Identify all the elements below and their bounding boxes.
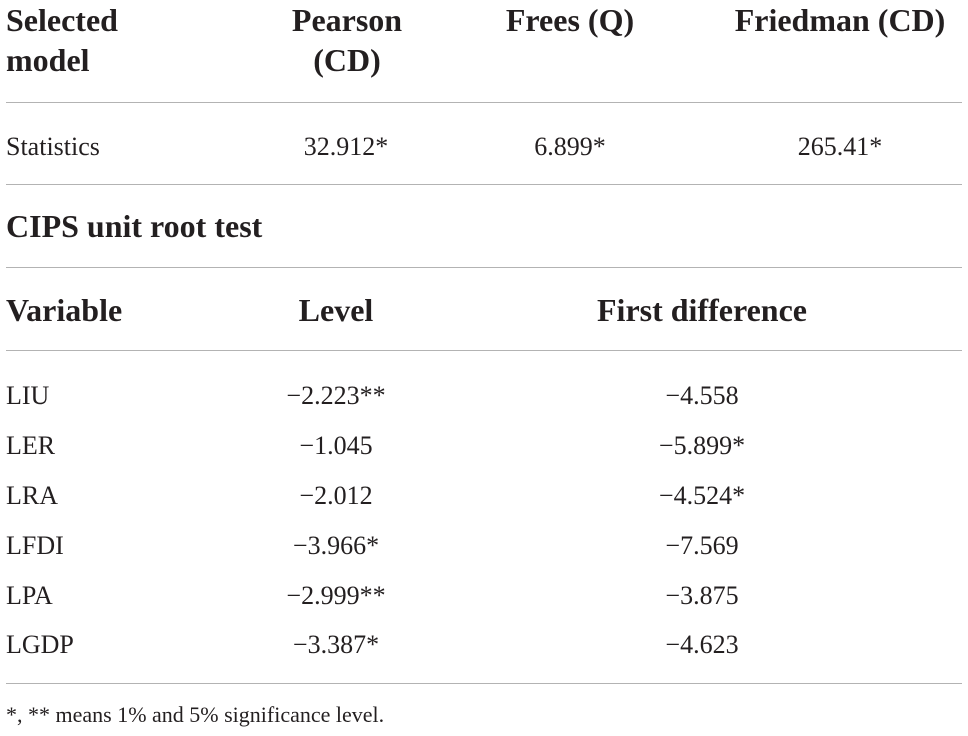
rule-top-bottom [6, 184, 962, 185]
cell-frees-value: 6.899* [534, 132, 606, 161]
cips-first-difference: −3.875 [665, 581, 739, 610]
rule-section-title [6, 267, 962, 268]
cips-level: −2.012 [299, 481, 373, 510]
cell-friedman-value: 265.41* [797, 132, 883, 161]
cips-first-difference: −4.623 [665, 630, 739, 659]
cips-variable: LIU [6, 381, 50, 410]
rule-cips-header [6, 350, 962, 351]
cips-variable: LFDI [6, 531, 64, 560]
header-friedman-cd: Friedman (CD) [734, 2, 946, 38]
cips-first-difference: −7.569 [665, 531, 739, 560]
header-level: Level [298, 292, 374, 328]
rule-table-bottom [6, 683, 962, 684]
header-selected-model-line2: model [6, 42, 90, 78]
header-variable: Variable [6, 292, 123, 328]
header-first-difference: First difference [597, 292, 807, 328]
cips-level: −2.999** [286, 581, 386, 610]
header-selected-model: Selected model [6, 0, 118, 80]
cips-first-difference: −4.558 [665, 381, 739, 410]
cips-level: −2.223** [286, 381, 386, 410]
cips-variable: LPA [6, 581, 53, 610]
cips-first-difference: −4.524* [658, 481, 746, 510]
section-title: CIPS unit root test [6, 208, 263, 244]
cell-pearson-value: 32.912* [303, 132, 389, 161]
cips-level: −3.387* [292, 630, 380, 659]
row-label-statistics: Statistics [6, 132, 100, 161]
cips-level: −3.966* [292, 531, 380, 560]
cips-variable: LRA [6, 481, 58, 510]
header-frees-q: Frees (Q) [505, 2, 635, 38]
rule-top-header [6, 102, 962, 103]
cips-level: −1.045 [299, 431, 373, 460]
cips-variable: LER [6, 431, 56, 460]
cips-first-difference: −5.899* [658, 431, 746, 460]
header-pearson-line1: Pearson [291, 2, 403, 38]
header-pearson-line2: (CD) [313, 42, 381, 78]
header-pearson-cd: Pearson (CD) [292, 0, 402, 80]
footnote: *, ** means 1% and 5% significance level… [6, 702, 385, 727]
cips-variable: LGDP [6, 630, 74, 659]
header-selected-model-line1: Selected [6, 2, 118, 38]
